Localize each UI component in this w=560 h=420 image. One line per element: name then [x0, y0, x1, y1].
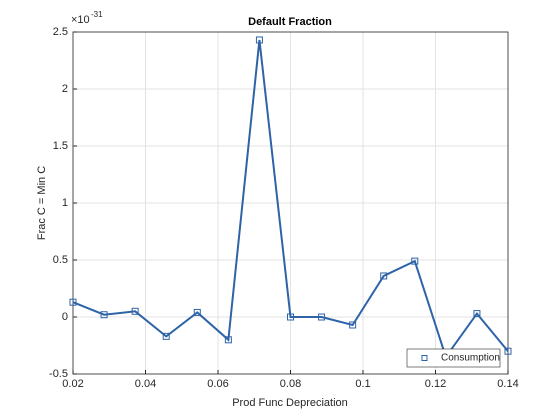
marker: [287, 313, 294, 321]
marker: [473, 310, 481, 318]
y-tick-label: 2.5: [53, 26, 68, 38]
x-tick-label: 0.12: [425, 378, 446, 390]
axes-box: [72, 31, 509, 375]
y-tick-label: -0.5: [49, 368, 68, 380]
marker: [380, 272, 388, 280]
marker: [193, 308, 201, 316]
x-axis-label: Prod Func Depreciation: [232, 397, 348, 409]
marker: [504, 347, 512, 355]
legend-box: [406, 348, 501, 368]
chart-title: Default Fraction: [248, 16, 332, 28]
marker: [411, 257, 419, 265]
y-tick-label: 2: [62, 83, 68, 95]
marker: [131, 307, 139, 315]
marker: [100, 311, 108, 319]
y-tick-label: 1.5: [53, 140, 68, 152]
legend-label: Consumption: [441, 353, 500, 364]
x-tick-label: 0.06: [207, 378, 228, 390]
data-line: [72, 39, 509, 360]
marker: [224, 336, 232, 344]
legend-marker: [421, 355, 428, 361]
y-axis-label: Frac C = Min C: [36, 166, 48, 240]
x-tick-label: 0.1: [355, 378, 370, 390]
y-tick-label: 1: [62, 197, 68, 209]
x-tick-label: 0.02: [62, 378, 83, 390]
x-tick-label: 0.04: [135, 378, 156, 390]
x-tick-label: 0.14: [497, 378, 518, 390]
x-tick-label: 0.08: [280, 378, 301, 390]
marker: [255, 36, 263, 44]
y-tick-label: 0: [62, 311, 68, 323]
y-multiplier-base: ×10: [71, 14, 90, 26]
marker: [69, 298, 77, 306]
y-tick-label: 0.5: [53, 254, 68, 266]
marker: [162, 332, 170, 340]
y-multiplier-exponent: -31: [91, 10, 103, 19]
marker: [318, 313, 326, 321]
marker: [349, 321, 357, 329]
